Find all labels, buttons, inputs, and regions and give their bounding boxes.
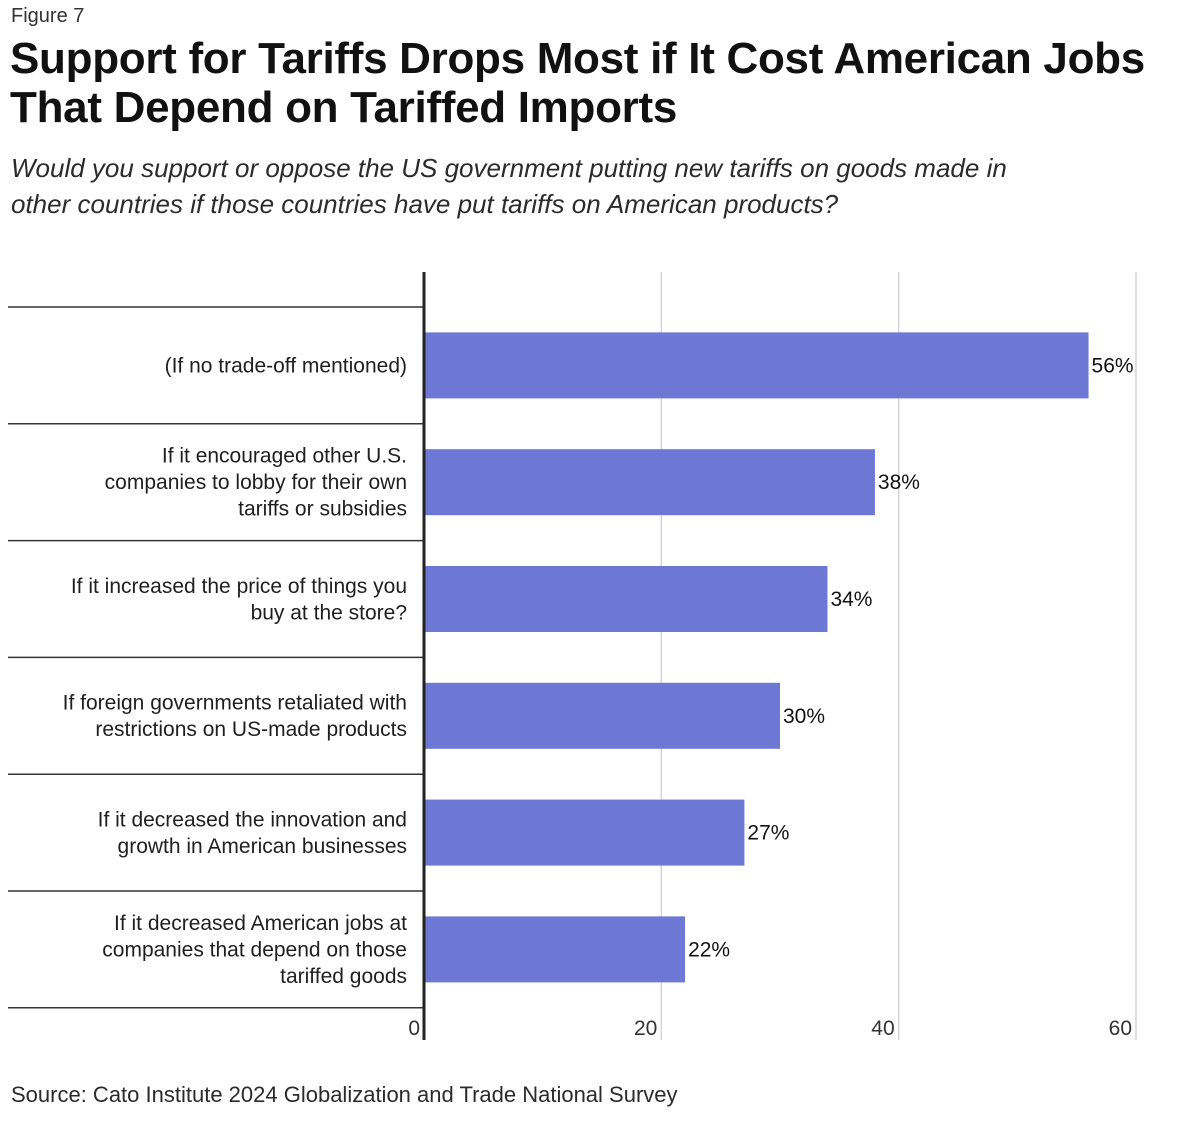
value-label: 56% xyxy=(1092,354,1134,377)
x-tick-label: 0 xyxy=(408,1017,420,1040)
value-label: 38% xyxy=(878,471,920,494)
chart-subtitle: Would you support or oppose the US gover… xyxy=(11,153,1007,219)
value-label: 34% xyxy=(830,588,872,611)
value-label: 30% xyxy=(783,705,825,728)
gridlines xyxy=(660,272,1137,1040)
source-note: Source: Cato Institute 2024 Globalizatio… xyxy=(11,1082,678,1107)
value-label: 22% xyxy=(688,938,730,961)
value-label: 27% xyxy=(747,822,789,845)
bar xyxy=(424,799,745,866)
category-label: If it increased the price of things you b… xyxy=(71,575,407,625)
x-tick-label: 40 xyxy=(871,1017,894,1040)
category-label: If it decreased the innovation and growth… xyxy=(98,808,407,858)
value-labels: 56% 38% 34% 30% 27% 22% xyxy=(688,354,1133,961)
category-labels: (If no trade-off mentioned) If it encoura… xyxy=(63,354,408,988)
row-separators xyxy=(8,306,424,1009)
bar xyxy=(424,449,875,516)
category-label: If foreign governments retaliated with re… xyxy=(63,692,407,742)
chart-title: Support for Tariffs Drops Most if It Cos… xyxy=(10,34,1145,132)
category-label: If it decreased American jobs at companie… xyxy=(102,912,407,988)
x-tick-labels: 0 20 40 60 xyxy=(408,1017,1132,1040)
x-tick-label: 20 xyxy=(634,1017,657,1040)
bar xyxy=(424,682,780,749)
bars xyxy=(424,332,1089,983)
x-tick-label: 60 xyxy=(1109,1017,1132,1040)
bar xyxy=(424,566,828,632)
bar xyxy=(424,332,1089,399)
figure-label: Figure 7 xyxy=(11,5,85,27)
category-label: If it encouraged other U.S. companies to … xyxy=(105,445,407,521)
category-label: (If no trade-off mentioned) xyxy=(165,354,407,377)
bar xyxy=(424,916,686,983)
